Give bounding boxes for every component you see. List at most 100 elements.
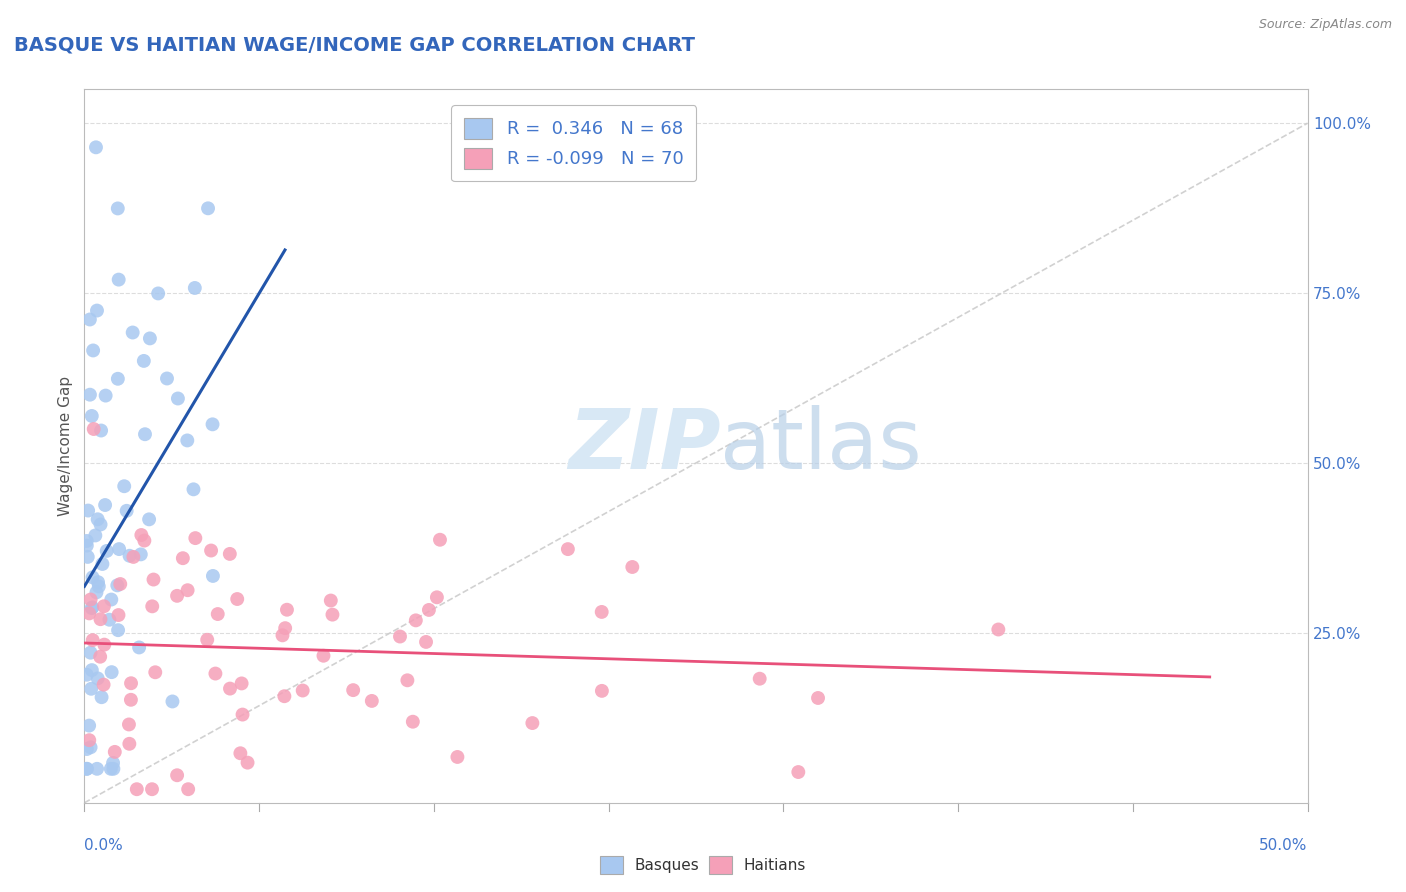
Point [143,665,166,680]
Point [87,575,110,590]
Point [104,745,127,759]
Point [87,579,110,593]
Point [139,331,162,345]
Point [291,683,314,698]
Point [141,599,163,614]
Text: 50.0%: 50.0% [1260,838,1308,854]
Point [94,388,117,402]
Point [405,613,427,627]
Point [319,593,342,607]
Point [128,640,150,655]
Point [418,603,440,617]
Point [101,756,124,770]
Point [77,733,100,747]
Point [274,621,297,635]
Point [415,635,437,649]
Point [207,607,229,621]
Point [156,371,179,385]
Point [132,354,155,368]
Point [118,717,141,731]
Point [218,547,240,561]
Point [112,479,135,493]
Text: atlas: atlas [720,406,922,486]
Point [100,665,122,680]
Text: BASQUE VS HAITIAN WAGE/INCOME GAP CORRELATION CHART: BASQUE VS HAITIAN WAGE/INCOME GAP CORREL… [14,36,695,54]
Point [76,549,98,564]
Point [118,737,141,751]
Point [231,676,253,690]
Point [94,498,117,512]
Point [86,762,108,776]
Point [522,716,544,731]
Point [89,649,111,664]
Point [83,422,105,436]
Point [84,140,107,154]
Point [107,608,129,623]
Point [93,678,115,692]
Point [80,409,103,423]
Point [236,756,259,770]
Point [86,512,108,526]
Point [76,533,98,548]
Point [176,583,198,598]
Point [100,762,122,776]
Point [172,551,194,566]
Point [446,750,468,764]
Point [120,693,142,707]
Point [312,648,335,663]
Point [129,547,152,561]
Point [197,202,219,216]
Point [276,603,298,617]
Point [76,762,98,776]
Point [219,681,242,696]
Point [98,613,121,627]
Point [557,542,579,557]
Point [121,326,143,340]
Point [134,533,156,548]
Point [787,765,810,780]
Point [987,623,1010,637]
Point [86,585,108,599]
Point [82,343,104,358]
Point [76,742,98,756]
Point [80,681,103,696]
Point [125,782,148,797]
Point [77,718,100,732]
Point [360,694,382,708]
Point [76,539,98,553]
Point [138,512,160,526]
Point [200,543,222,558]
Point [201,569,224,583]
Point [100,592,122,607]
Point [402,714,425,729]
Point [107,623,129,637]
Point [195,632,218,647]
Point [89,612,111,626]
Text: ZIP: ZIP [568,406,720,486]
Point [342,683,364,698]
Point [226,592,249,607]
Point [110,577,132,591]
Point [142,573,165,587]
Legend: R =  0.346   N = 68, R = -0.099   N = 70: R = 0.346 N = 68, R = -0.099 N = 70 [451,105,696,181]
Point [184,531,207,545]
Point [90,517,112,532]
Point [80,663,103,677]
Point [166,768,188,782]
Point [79,312,101,326]
Point [76,762,98,776]
Point [201,417,224,432]
Point [82,633,104,648]
Point [177,782,200,797]
Point [131,528,153,542]
Point [86,672,108,686]
Point [80,601,103,615]
Point [134,427,156,442]
Point [93,638,115,652]
Point [118,549,141,563]
Legend: Basques, Haitians: Basques, Haitians [593,850,813,880]
Point [107,202,129,216]
Point [77,607,100,621]
Point [146,286,169,301]
Point [396,673,419,688]
